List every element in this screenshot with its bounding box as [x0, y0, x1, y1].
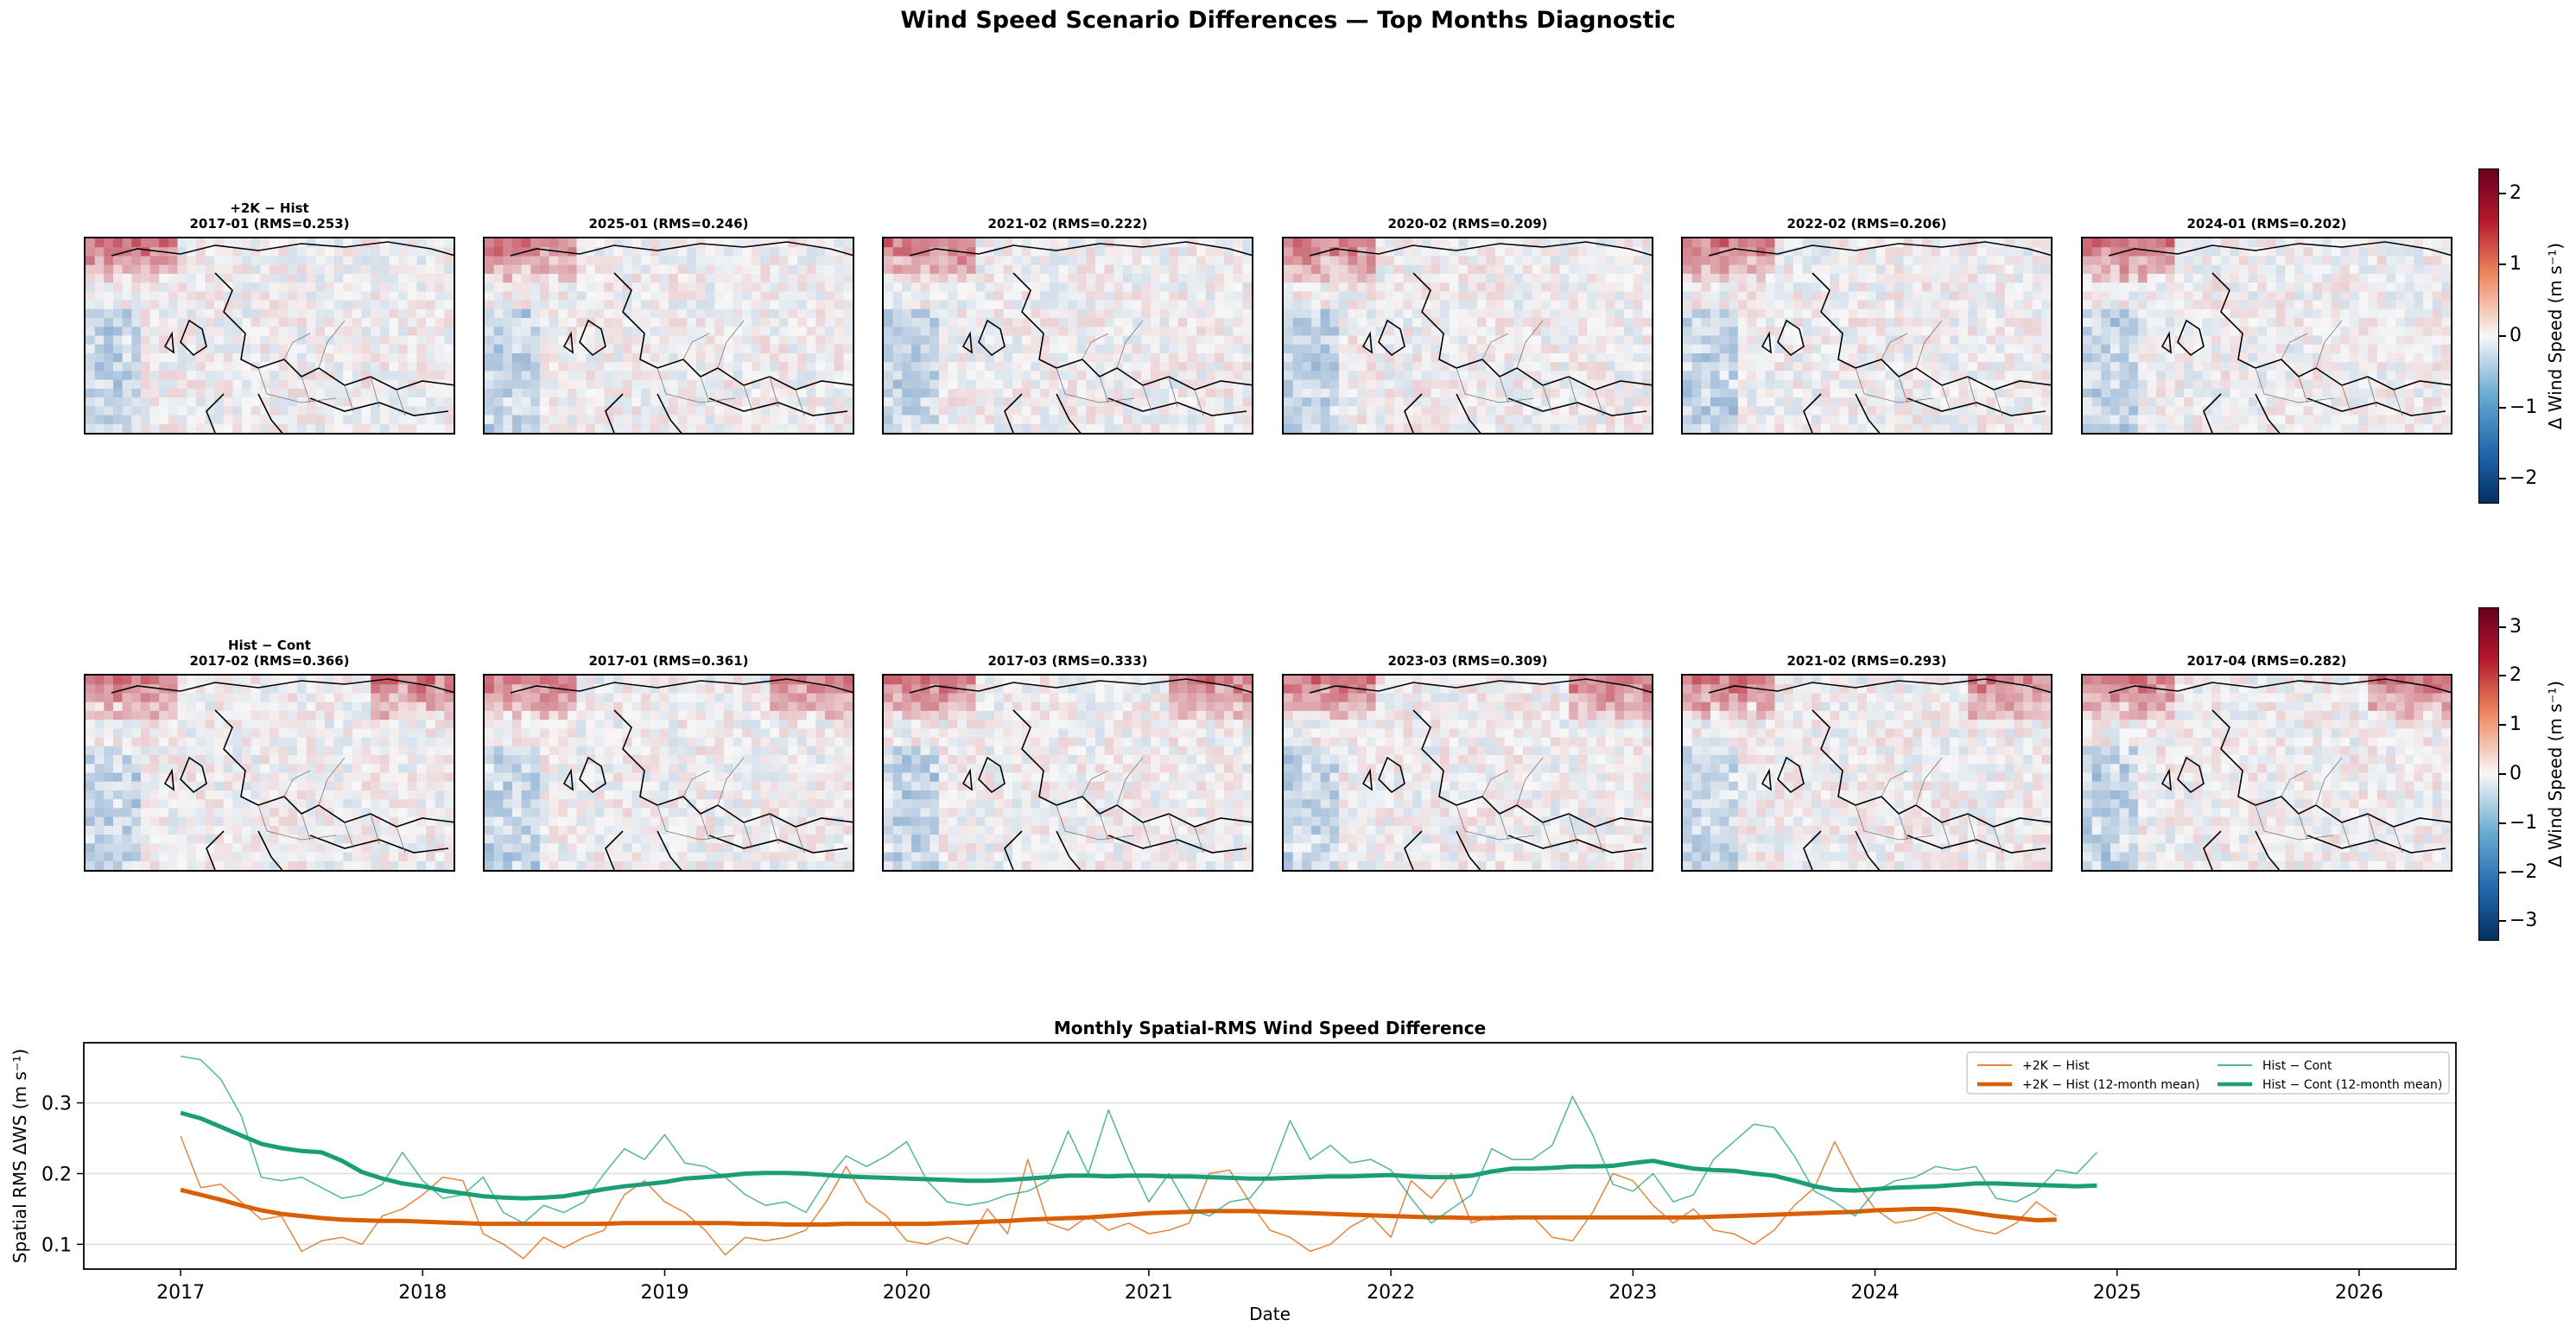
- colorbar-tick-label: −3: [2509, 910, 2538, 932]
- map-title: Hist − Cont 2017-02 (RMS=0.366): [189, 638, 350, 669]
- colorbar-tick-mark: [2499, 920, 2506, 923]
- plot-frame: [83, 1042, 2457, 1270]
- map-title: 2021-02 (RMS=0.222): [987, 216, 1148, 232]
- colorbar-tick-label: 2: [2509, 181, 2522, 204]
- colorbar-tick-mark: [2499, 335, 2506, 337]
- anomaly-map: [483, 237, 854, 435]
- legend-label: +2K − Hist (12-month mean): [2022, 1078, 2199, 1092]
- x-tick-label: 2025: [2093, 1282, 2141, 1304]
- colorbar-tick-mark: [2499, 263, 2506, 266]
- colorbar-tick-mark: [2499, 478, 2506, 480]
- map-title: 2017-01 (RMS=0.361): [588, 653, 749, 669]
- anomaly-map: [1282, 674, 1653, 872]
- colorbar-tick-label: −1: [2509, 811, 2538, 834]
- x-tick-label: 2024: [1851, 1282, 1900, 1304]
- anomaly-map: [483, 674, 854, 872]
- colorbar-tick-mark: [2499, 773, 2506, 775]
- x-tick-label: 2020: [883, 1282, 931, 1304]
- anomaly-map: [84, 674, 455, 872]
- map-title: +2K − Hist 2017-01 (RMS=0.253): [189, 200, 350, 232]
- y-axis-label: Spatial RMS ΔWS (m s⁻¹): [10, 1049, 30, 1263]
- anomaly-map: [1681, 237, 2053, 435]
- legend-label: Hist − Cont: [2262, 1059, 2332, 1073]
- anomaly-map: [882, 674, 1253, 872]
- colorbar-tick-label: 2: [2509, 664, 2522, 687]
- colorbar-tick-mark: [2499, 675, 2506, 677]
- series-line: [180, 1055, 2097, 1224]
- colorbar-tick-label: 0: [2509, 325, 2522, 346]
- map-title: 2025-01 (RMS=0.246): [588, 216, 749, 232]
- colorbar: [2478, 168, 2499, 504]
- timeseries-title: Monthly Spatial-RMS Wind Speed Differenc…: [1053, 1018, 1487, 1038]
- colorbar: [2478, 607, 2499, 941]
- legend-box: [1966, 1051, 2450, 1095]
- colorbar-tick-mark: [2499, 625, 2506, 628]
- series-line: [180, 1110, 2097, 1201]
- colorbar-tick-label: 3: [2509, 615, 2522, 638]
- map-title: 2017-04 (RMS=0.282): [2186, 653, 2347, 669]
- x-tick-label: 2023: [1608, 1282, 1657, 1304]
- x-tick-label: 2022: [1367, 1282, 1415, 1304]
- x-tick-label: 2018: [398, 1282, 447, 1304]
- series-line: [180, 1187, 2057, 1227]
- y-tick-label: 0.2: [41, 1164, 72, 1185]
- map-title: 2017-03 (RMS=0.333): [987, 653, 1148, 669]
- legend-label: Hist − Cont (12-month mean): [2262, 1078, 2442, 1092]
- anomaly-map: [882, 237, 1253, 435]
- colorbar-tick-mark: [2499, 724, 2506, 727]
- legend-label: +2K − Hist: [2022, 1059, 2090, 1073]
- x-tick-label: 2019: [640, 1282, 688, 1304]
- colorbar-tick-mark: [2499, 406, 2506, 409]
- anomaly-map: [1681, 674, 2053, 872]
- colorbar-tick-label: 1: [2509, 714, 2522, 736]
- colorbar-tick-label: −2: [2509, 860, 2538, 883]
- colorbar-tick-mark: [2499, 192, 2506, 194]
- colorbar-tick-label: 1: [2509, 253, 2522, 276]
- x-axis-label: Date: [1249, 1304, 1291, 1324]
- map-title: 2021-02 (RMS=0.293): [1786, 653, 1947, 669]
- x-tick-label: 2021: [1125, 1282, 1173, 1304]
- anomaly-map: [2081, 237, 2452, 435]
- figure-title: Wind Speed Scenario Differences — Top Mo…: [900, 7, 1676, 34]
- map-title: 2022-02 (RMS=0.206): [1786, 216, 1947, 232]
- colorbar-tick-label: 0: [2509, 763, 2522, 784]
- anomaly-map: [1282, 237, 1653, 435]
- map-title: 2020-02 (RMS=0.209): [1387, 216, 1548, 232]
- y-tick-label: 0.1: [41, 1235, 72, 1256]
- x-tick-label: 2017: [156, 1282, 205, 1304]
- series-line: [180, 1135, 2058, 1260]
- colorbar-tick-label: −2: [2509, 467, 2538, 490]
- anomaly-map: [2081, 674, 2452, 872]
- map-title: 2023-03 (RMS=0.309): [1387, 653, 1548, 669]
- colorbar-tick-mark: [2499, 822, 2506, 824]
- y-tick-label: 0.3: [41, 1094, 72, 1115]
- map-title: 2024-01 (RMS=0.202): [2186, 216, 2347, 232]
- anomaly-map: [84, 237, 455, 435]
- colorbar-tick-mark: [2499, 871, 2506, 873]
- colorbar-tick-label: −1: [2509, 396, 2538, 418]
- x-tick-label: 2026: [2335, 1282, 2383, 1304]
